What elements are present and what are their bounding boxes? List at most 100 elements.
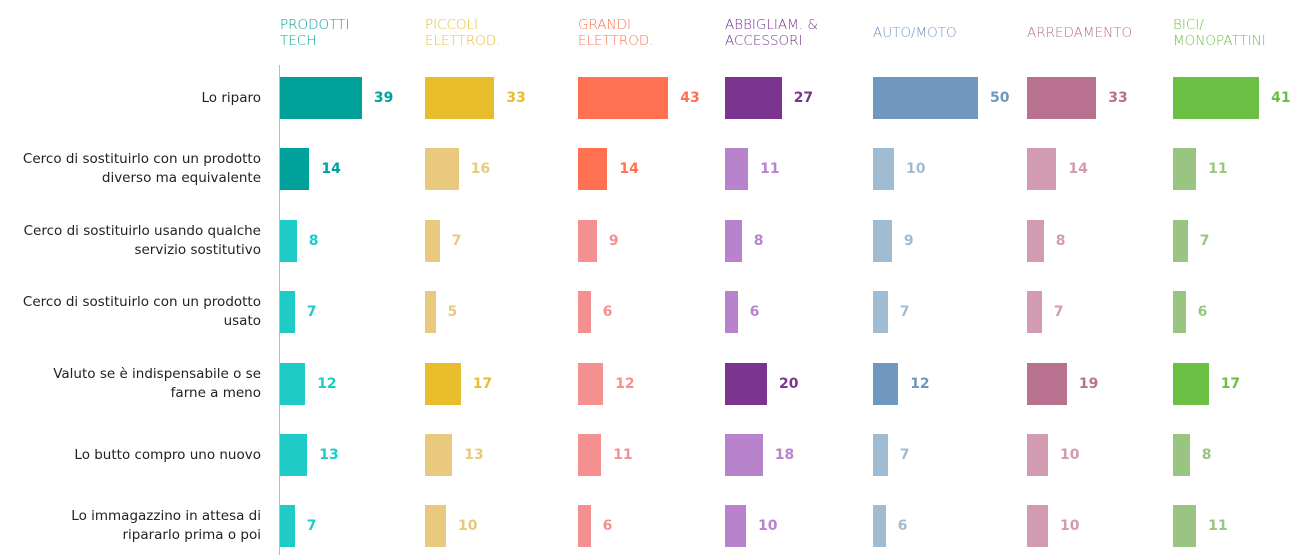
bar — [873, 291, 888, 334]
bar — [873, 505, 886, 548]
bar — [425, 77, 495, 119]
bar — [873, 362, 899, 405]
bar — [280, 291, 295, 334]
bar — [578, 434, 602, 476]
bar — [1027, 505, 1048, 548]
series-header: ARREDAMENTO — [1027, 25, 1133, 41]
bar — [425, 148, 459, 191]
value-label: 50 — [990, 90, 1010, 106]
value-label: 18 — [774, 447, 795, 463]
value-label: 41 — [1271, 90, 1291, 106]
value-label: 12 — [615, 375, 635, 392]
divider — [279, 65, 280, 555]
value-label: 11 — [1208, 161, 1228, 178]
category-label: Lo immagazzino in attesa di ripararlo pr… — [71, 508, 261, 544]
bar — [280, 219, 297, 262]
bar — [425, 362, 461, 405]
value-label: 13 — [319, 447, 339, 463]
bar — [1027, 291, 1042, 334]
value-label: 14 — [1068, 161, 1088, 178]
value-label: 33 — [1108, 90, 1128, 106]
value-label: 16 — [470, 161, 491, 178]
value-label: 8 — [308, 232, 319, 249]
value-label: 6 — [897, 518, 908, 535]
value-label: 10 — [906, 161, 926, 178]
value-label: 17 — [472, 375, 493, 392]
value-label: 6 — [602, 518, 613, 535]
bar — [425, 434, 453, 476]
bar — [725, 219, 742, 262]
bar — [425, 505, 446, 548]
value-label: 7 — [306, 518, 317, 535]
value-label: 6 — [1197, 304, 1208, 321]
bar — [578, 77, 669, 119]
bar — [873, 77, 978, 119]
bar — [280, 505, 295, 548]
value-label: 10 — [1060, 518, 1080, 535]
series-header: PICCOLI ELETTROD. — [425, 17, 501, 49]
value-label: 19 — [1078, 375, 1099, 392]
bar — [725, 434, 763, 476]
value-label: 33 — [506, 90, 526, 106]
bar — [1173, 77, 1260, 119]
bar — [1173, 148, 1197, 191]
series-header: ABBIGLIAM. & ACCESSORI — [725, 17, 818, 49]
value-label: 11 — [1208, 518, 1228, 535]
value-label: 10 — [1060, 447, 1080, 463]
bar — [280, 362, 306, 405]
bar — [725, 362, 767, 405]
bar — [280, 434, 308, 476]
category-label: Cerco di sostituirlo usando qualche serv… — [23, 222, 261, 258]
value-label: 13 — [464, 447, 484, 463]
category-label: Lo riparo — [201, 89, 262, 106]
value-label: 14 — [619, 161, 639, 178]
value-label: 11 — [613, 447, 633, 463]
value-label: 7 — [1199, 232, 1210, 249]
value-label: 10 — [758, 518, 778, 535]
bar — [725, 148, 749, 191]
value-label: 27 — [793, 90, 814, 106]
series-header: BICI/ MONOPATTINI — [1173, 17, 1266, 49]
value-label: 8 — [1055, 232, 1066, 249]
category-label: Lo butto compro uno nuovo — [74, 446, 261, 463]
bar — [725, 291, 738, 334]
category-label: Cerco di sostituirlo con un prodotto usa… — [22, 294, 261, 330]
bar — [1027, 148, 1057, 191]
value-label: 6 — [749, 304, 760, 321]
bar — [873, 434, 888, 476]
bar — [425, 219, 440, 262]
value-label: 43 — [680, 90, 700, 106]
value-label: 14 — [321, 161, 341, 178]
bar — [1173, 434, 1190, 476]
value-label: 7 — [899, 447, 910, 463]
bar — [578, 219, 597, 262]
category-label: Cerco di sostituirlo con un prodotto div… — [22, 151, 261, 187]
bar — [1027, 219, 1044, 262]
bar — [1173, 505, 1197, 548]
value-label: 20 — [779, 375, 799, 392]
value-label: 10 — [458, 518, 478, 535]
value-label: 39 — [373, 90, 394, 106]
value-label: 7 — [899, 304, 910, 321]
value-label: 17 — [1220, 375, 1241, 392]
bar — [578, 148, 608, 191]
bar — [725, 77, 782, 119]
series-header: GRANDI ELETTROD. — [578, 17, 654, 49]
bar — [1173, 291, 1186, 334]
value-label: 11 — [760, 161, 780, 178]
bar — [1027, 77, 1097, 119]
bar — [578, 362, 604, 405]
value-label: 9 — [903, 232, 914, 249]
bar — [873, 219, 892, 262]
bar — [578, 505, 591, 548]
bar — [425, 291, 436, 334]
series-header: PRODOTTI TECH — [280, 17, 350, 49]
value-label: 5 — [447, 304, 458, 321]
bar — [280, 77, 362, 119]
bar — [1173, 362, 1209, 405]
value-label: 12 — [910, 375, 930, 392]
value-label: 7 — [451, 232, 462, 249]
value-label: 7 — [1053, 304, 1064, 321]
bar — [725, 505, 746, 548]
